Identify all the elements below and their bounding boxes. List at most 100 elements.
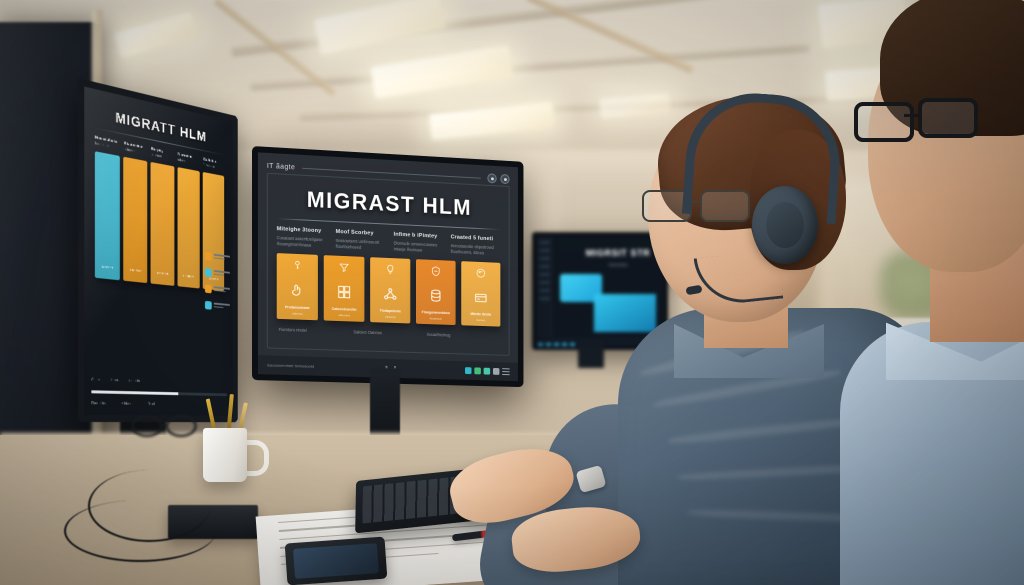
left-card[interactable]: Cruothent bbox=[177, 166, 200, 289]
left-sidebar-label bbox=[213, 270, 230, 278]
slide-card-caption: Cabrooteuretin bbox=[331, 306, 357, 312]
main-monitor-screen: IT ãagte MIGRAST HLM Miteighe 3toony Cus… bbox=[257, 152, 518, 382]
left-sidebar-list bbox=[204, 251, 230, 320]
glasses-bridge bbox=[686, 201, 700, 204]
left-sidebar-icon bbox=[204, 268, 212, 278]
funnel-icon bbox=[339, 262, 350, 273]
left-sidebar-icon bbox=[204, 284, 212, 294]
bg-monitor-sidebar bbox=[536, 236, 553, 346]
left-sidebar-label bbox=[213, 286, 230, 294]
cable bbox=[64, 500, 216, 562]
left-sidebar-item[interactable] bbox=[204, 300, 230, 311]
info-circle-icon[interactable] bbox=[487, 173, 497, 184]
slide-footer-labels: Fiumtoro rinoiel Salcien Oannee Suuarhte… bbox=[277, 327, 501, 339]
left-footer-labels: Odnes Jsees oueteetts bbox=[91, 377, 227, 385]
left-sidebar-label bbox=[213, 254, 230, 262]
slide-column-sub: Dlonrude umweecoowes Intaeje ifvoimaw bbox=[393, 240, 438, 253]
mug-handle bbox=[244, 440, 269, 476]
slide-footer-label: Suuarhtetnug bbox=[426, 332, 451, 338]
left-sidebar-item[interactable] bbox=[204, 284, 230, 295]
bg-monitor-subtitle: Taolontobo bbox=[608, 262, 628, 267]
status-icons bbox=[464, 367, 510, 376]
left-card[interactable]: Nroeeont bbox=[94, 151, 121, 281]
slide-card[interactable]: Miteitc ttricte ftentes bbox=[461, 261, 501, 328]
left-sidebar-icon bbox=[204, 251, 212, 261]
leaf-icon[interactable] bbox=[474, 367, 481, 375]
glasses-lens bbox=[700, 190, 750, 222]
left-sidebar-icon bbox=[204, 300, 212, 310]
background-monitor-stand bbox=[578, 342, 604, 368]
left-monitor-screen: MIGRATT HLM Nomeiuhuke fooarntonrs Blour… bbox=[84, 86, 233, 416]
left-footer-label: Ttonlit bbox=[148, 402, 156, 407]
slide-card-subcaption: ofeeetyt bbox=[385, 314, 396, 319]
slide-column: Infime b iPimtey Dlonrude umweecoowes In… bbox=[394, 232, 444, 254]
slide-column-heading: Infime b iPimtey bbox=[393, 231, 438, 240]
glasses-lens bbox=[642, 190, 692, 222]
key-icon bbox=[292, 260, 303, 271]
colleague bbox=[840, 0, 1024, 585]
lightbulb-icon bbox=[385, 264, 396, 275]
left-card-caption: Cruothent bbox=[183, 273, 194, 279]
left-monitor[interactable]: MIGRATT HLM Nomeiuhuke fooarntonrs Blour… bbox=[78, 78, 238, 423]
bg-monitor-title: MIGRSIT STR bbox=[585, 248, 651, 258]
slide-panel: MIGRAST HLM Miteighe 3toony Cusatawt aas… bbox=[266, 172, 510, 356]
shield-check-icon bbox=[431, 266, 441, 277]
glasses-lens bbox=[918, 98, 978, 138]
slide-card[interactable]: Tlodapstenie ofeeetyt bbox=[370, 257, 411, 324]
slide-column-heading: Moof Scorbey bbox=[335, 229, 374, 237]
screen-header-label: IT ãagte bbox=[266, 162, 296, 171]
left-footer-label: Jsees bbox=[110, 378, 119, 383]
slide-column-headings: Miteighe 3toony Cusatawt aaserttosiigase… bbox=[277, 226, 501, 256]
refresh-circle-icon bbox=[476, 268, 486, 279]
left-progress-bar bbox=[91, 390, 228, 397]
hand-pointer-icon bbox=[290, 283, 305, 298]
smartphone[interactable] bbox=[284, 536, 388, 585]
left-card-caption: Hlouptent bbox=[129, 267, 142, 273]
slide-card-subcaption: ftentes bbox=[476, 317, 486, 323]
left-footer-label: Plooseeios bbox=[91, 401, 106, 406]
colleague-hair bbox=[880, 0, 1024, 136]
left-sidebar-label bbox=[213, 302, 230, 310]
slide-card-caption: Prodasssleawr bbox=[284, 305, 310, 310]
clock-circle-icon[interactable] bbox=[500, 173, 510, 185]
left-card[interactable]: Hlouptent bbox=[123, 156, 148, 284]
headset-earcup bbox=[752, 186, 818, 264]
coffee-mug[interactable] bbox=[203, 428, 247, 482]
eyeglasses-desk-icon bbox=[131, 414, 197, 438]
grid-blocks-icon bbox=[337, 285, 352, 300]
slide-column-heading: Craated 5 funeti bbox=[450, 234, 494, 243]
bg-monitor-chart-panel bbox=[594, 294, 656, 332]
card-stack-icon bbox=[474, 290, 488, 305]
slide-card[interactable]: Cabrooteuretin offeoned bbox=[323, 255, 365, 323]
user-icon[interactable] bbox=[483, 367, 491, 375]
agent-glasses bbox=[642, 190, 752, 222]
left-card-caption: Mofeeinet bbox=[156, 270, 169, 276]
menu-icon[interactable] bbox=[502, 368, 510, 376]
glasses-lens bbox=[854, 102, 914, 142]
globe-icon[interactable] bbox=[464, 367, 472, 375]
colleague-glasses bbox=[854, 98, 978, 142]
left-footer-label: Mlhheatio bbox=[121, 401, 134, 406]
left-footer-label: Odnes bbox=[91, 377, 101, 382]
grid-icon[interactable] bbox=[492, 367, 500, 375]
slide-column-sub: Iteasowtemt umfinsseott flourttsehoeed bbox=[335, 237, 380, 250]
database-icon bbox=[429, 288, 443, 303]
slide-column-sub: Cusatawt aaserttosiigase Ihoamgtnomhnaaa bbox=[276, 235, 323, 248]
main-monitor[interactable]: IT ãagte MIGRAST HLM Miteighe 3toony Cus… bbox=[252, 146, 524, 388]
slide-column-heading: Miteighe 3toony bbox=[276, 226, 322, 235]
slide-column: Craated 5 funeti Iteroutaeosle obpettrow… bbox=[451, 235, 501, 257]
slide-title: MIGRAST HLM bbox=[306, 186, 472, 220]
left-card[interactable]: Mofeeinet bbox=[150, 161, 175, 286]
slide-card-caption: Tlodapstenie bbox=[379, 308, 401, 314]
status-text: Sauoswrrmhtet Smtulaootd bbox=[266, 362, 315, 369]
network-icon bbox=[383, 287, 397, 302]
slide-column-sub: Iteroutaeosle obpettrowd flourtheoms, it… bbox=[450, 243, 494, 256]
slide-card[interactable]: Fraogoweonkboo duupraoe bbox=[415, 259, 456, 326]
background-monitor[interactable]: MIGRSIT STR Taolontobo bbox=[532, 232, 668, 350]
slide-footer-label: Salcien Oannee bbox=[353, 329, 383, 336]
slide-card-caption: Miteitc ttricte bbox=[470, 311, 492, 317]
left-sidebar-item[interactable] bbox=[204, 268, 230, 279]
bg-monitor-taskbar bbox=[536, 337, 664, 346]
slide-column: Moof Scorbey Iteasowtemt umfinsseott flo… bbox=[336, 229, 387, 251]
slide-card[interactable]: Prodasssleawr ofannes bbox=[276, 253, 318, 321]
